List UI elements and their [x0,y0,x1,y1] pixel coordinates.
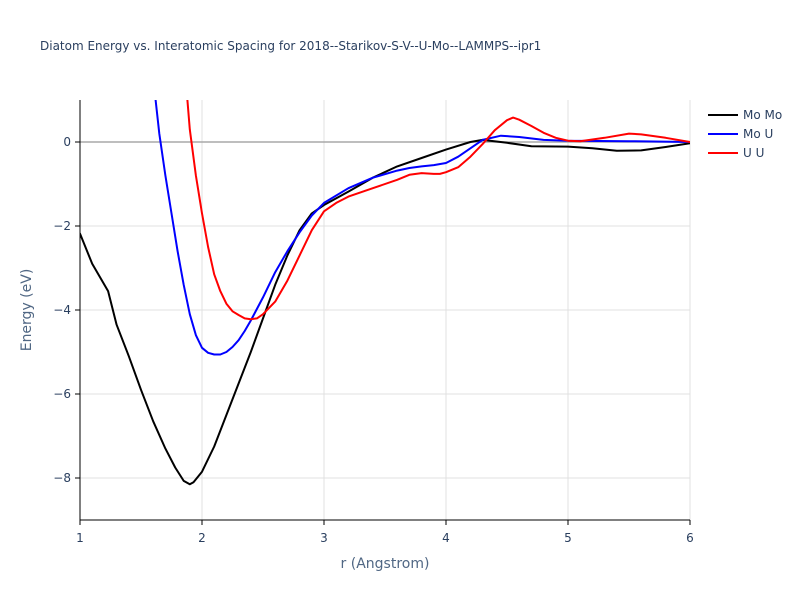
legend[interactable]: Mo Mo Mo U U U [708,108,782,160]
series-group [80,100,690,486]
series-line-u-u [186,100,690,321]
legend-item-mo-mo[interactable]: Mo Mo [708,108,782,122]
y-ticks: −8 −6 −4 −2 0 [53,135,80,485]
legend-label: Mo Mo [743,108,782,122]
x-tick-label: 5 [564,531,572,545]
y-axis-label: Energy (eV) [19,269,35,352]
legend-label: U U [743,146,764,160]
x-tick-label: 2 [198,531,206,545]
legend-item-u-u[interactable]: U U [708,146,764,160]
y-tick-label: 0 [63,135,71,149]
y-tick-label: −6 [53,387,71,401]
series-line-mo-mo [80,138,690,486]
x-tick-label: 1 [76,531,84,545]
legend-label: Mo U [743,127,773,141]
y-tick-label: −8 [53,471,71,485]
x-axis-label: r (Angstrom) [341,556,430,572]
x-tick-label: 3 [320,531,328,545]
series-line-mo-u [154,100,690,356]
x-tick-label: 6 [686,531,694,545]
x-tick-label: 4 [442,531,450,545]
y-tick-label: −2 [53,219,71,233]
y-tick-label: −4 [53,303,71,317]
legend-item-mo-u[interactable]: Mo U [708,127,773,141]
x-ticks: 1 2 3 4 5 6 [76,520,694,545]
chart-title: Diatom Energy vs. Interatomic Spacing fo… [40,39,541,53]
